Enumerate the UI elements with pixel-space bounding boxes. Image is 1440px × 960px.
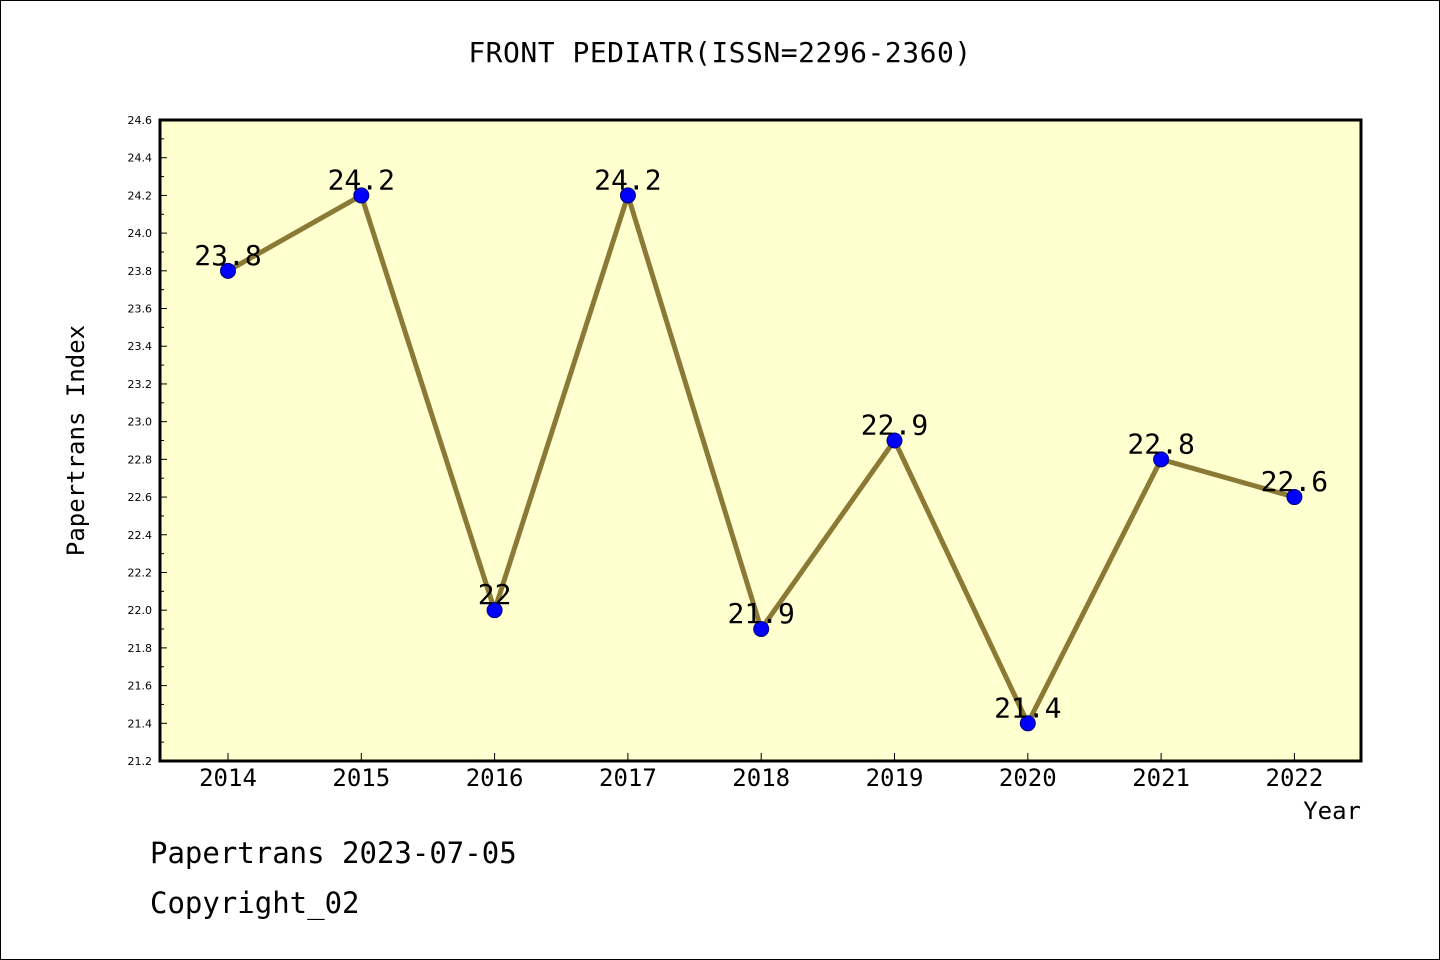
y-tick-label: 21.8 bbox=[128, 642, 153, 655]
data-point-marker bbox=[1019, 715, 1036, 732]
data-label: 21.9 bbox=[727, 597, 794, 630]
x-axis-label: Year bbox=[1303, 797, 1361, 825]
data-label: 23.8 bbox=[194, 239, 261, 272]
y-tick-label: 21.2 bbox=[128, 755, 153, 768]
data-point-marker bbox=[1286, 489, 1303, 506]
data-point-marker bbox=[486, 602, 503, 619]
y-tick-label: 22.4 bbox=[128, 529, 153, 542]
y-tick-label: 23.2 bbox=[128, 378, 153, 391]
data-point-marker bbox=[886, 432, 903, 449]
footer-date: Papertrans 2023-07-05 bbox=[150, 836, 517, 870]
data-point-marker bbox=[353, 187, 370, 204]
data-point-marker bbox=[619, 187, 636, 204]
y-axis-label: Papertrans Index bbox=[62, 325, 90, 556]
y-tick-label: 23.8 bbox=[128, 265, 153, 278]
plot-border bbox=[158, 118, 1363, 763]
y-tick-label: 22.6 bbox=[128, 491, 153, 504]
y-tick-label: 24.0 bbox=[128, 227, 153, 240]
data-label: 21.4 bbox=[994, 691, 1061, 724]
y-axis: 21.2 21.4 21.6 21.8 22.0 22.2 22.4 22.6 22.8 23.0… bbox=[128, 114, 167, 768]
x-tick-label: 2021 bbox=[1132, 764, 1190, 792]
x-tick-label: 2017 bbox=[599, 764, 657, 792]
y-tick-label: 23.6 bbox=[128, 303, 153, 316]
x-tick-label: 2018 bbox=[732, 764, 790, 792]
data-labels: 23.8 24.2 22 24.2 21.9 22.9 21.4 22.8 22.6 bbox=[194, 163, 1328, 724]
data-point-marker bbox=[753, 621, 770, 638]
y-tick-label: 24.2 bbox=[128, 189, 153, 202]
data-label: 22 bbox=[478, 578, 512, 611]
data-label: 22.9 bbox=[861, 409, 928, 442]
chart-title: FRONT PEDIATR(ISSN=2296-2360) bbox=[468, 36, 972, 69]
x-tick-label: 2016 bbox=[466, 764, 524, 792]
data-point-marker bbox=[220, 262, 236, 279]
data-label: 22.6 bbox=[1261, 465, 1328, 498]
y-tick-label: 24.4 bbox=[128, 152, 153, 165]
plot-area bbox=[160, 120, 1361, 761]
x-tick-label: 2019 bbox=[866, 764, 924, 792]
footer-copyright: Copyright_02 bbox=[150, 886, 360, 920]
x-tick-label: 2020 bbox=[999, 764, 1057, 792]
y-tick-label: 22.8 bbox=[128, 453, 153, 466]
y-tick-label: 21.6 bbox=[128, 680, 153, 693]
y-tick-label: 22.2 bbox=[128, 566, 153, 579]
data-label: 24.2 bbox=[328, 163, 395, 196]
y-tick-label: 22.0 bbox=[128, 604, 153, 617]
x-tick-label: 2022 bbox=[1266, 764, 1324, 792]
data-label: 24.2 bbox=[594, 163, 661, 196]
x-axis: 2014 2015 2016 2017 2018 2019 2020 2021 2022 bbox=[199, 753, 1323, 792]
y-tick-label: 23.4 bbox=[128, 340, 153, 353]
y-tick-label: 23.0 bbox=[128, 416, 153, 429]
y-tick-label: 24.6 bbox=[128, 114, 153, 127]
data-point-marker bbox=[1153, 451, 1170, 468]
data-points bbox=[220, 187, 1303, 732]
data-label: 22.8 bbox=[1127, 427, 1194, 460]
x-tick-label: 2015 bbox=[332, 764, 390, 792]
x-tick-label: 2014 bbox=[199, 764, 257, 792]
y-tick-label: 21.4 bbox=[128, 717, 153, 730]
